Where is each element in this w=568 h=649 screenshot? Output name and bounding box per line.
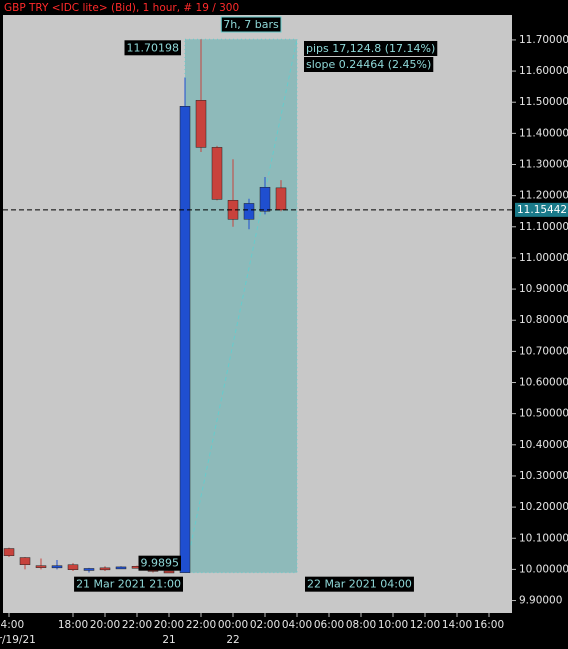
y-tick-label: 10.60000 xyxy=(519,377,568,389)
y-tick-label: 10.70000 xyxy=(519,345,568,357)
x-tick-label: 12:00 xyxy=(410,619,440,631)
candle-body xyxy=(99,567,111,571)
candle-body xyxy=(163,570,175,574)
x-tick-label: 22:00 xyxy=(186,619,216,631)
y-tick-label: 11.10000 xyxy=(519,221,568,233)
y-tick-label: 9.90000 xyxy=(519,595,562,607)
x-tick-label: 00:00 xyxy=(218,619,248,631)
x-date-label: 22 xyxy=(226,634,239,646)
y-tick-label: 10.40000 xyxy=(519,439,568,451)
y-tick-label: 11.60000 xyxy=(519,65,568,77)
x-tick-label: 20:00 xyxy=(154,619,184,631)
x-tick-label: 14:00 xyxy=(442,619,472,631)
x-date-label: Mar/19/21 xyxy=(0,634,36,646)
measure-start: 21 Mar 2021 21:00 xyxy=(76,578,181,591)
y-tick-label: 10.50000 xyxy=(519,408,568,420)
candle-body xyxy=(195,100,207,148)
x-tick-label: 20:00 xyxy=(90,619,120,631)
candle-body xyxy=(243,203,255,220)
measure-start-box xyxy=(74,576,183,592)
current-price-label-box xyxy=(515,202,568,217)
y-tick-label: 10.30000 xyxy=(519,470,568,482)
candle-body xyxy=(275,187,287,211)
y-tick-label: 11.40000 xyxy=(519,127,568,139)
current-price-label: 11.15442 xyxy=(517,204,567,216)
measure-duration: 7h, 7 bars xyxy=(223,18,279,31)
candle-body xyxy=(35,565,47,568)
x-tick-label: 22:00 xyxy=(122,619,152,631)
candle-body xyxy=(19,557,31,565)
x-tick-label: 16:00 xyxy=(474,619,504,631)
measure-duration-box xyxy=(220,16,282,33)
candle-body xyxy=(51,565,63,569)
chart-title: GBP TRY <IDC lite> (Bid), 1 hour, # 19 /… xyxy=(4,2,239,14)
x-tick-label: 06:00 xyxy=(314,619,344,631)
candle-body xyxy=(211,147,223,200)
candle-body xyxy=(179,106,191,573)
candle-body xyxy=(115,566,127,570)
measure-high-label-box xyxy=(124,40,181,56)
x-tick-label: 10:00 xyxy=(378,619,408,631)
candle-body xyxy=(259,186,271,212)
y-tick-label: 11.70000 xyxy=(519,34,568,46)
y-tick-label: 11.00000 xyxy=(519,252,568,264)
x-tick-label: 14:00 xyxy=(0,619,24,631)
y-tick-label: 11.30000 xyxy=(519,159,568,171)
candle-body xyxy=(67,564,79,570)
y-tick-label: 11.20000 xyxy=(519,190,568,202)
measure-pips-box xyxy=(304,41,438,56)
y-tick-label: 11.50000 xyxy=(519,96,568,108)
x-tick-label: 02:00 xyxy=(250,619,280,631)
measure-end: 22 Mar 2021 04:00 xyxy=(307,578,412,591)
x-date-label: 21 xyxy=(162,634,175,646)
x-tick-label: 18:00 xyxy=(58,619,88,631)
measure-pips: pips 17,124.8 (17.14%) xyxy=(306,42,435,55)
y-tick-label: 10.90000 xyxy=(519,283,568,295)
y-tick-label: 10.20000 xyxy=(519,501,568,513)
measure-low-label-box xyxy=(138,555,181,571)
measure-low-label: 9.9895 xyxy=(141,557,180,570)
measure-slope: slope 0.24464 (2.45%) xyxy=(306,58,431,71)
y-tick-label: 10.80000 xyxy=(519,314,568,326)
y-tick-label: 10.10000 xyxy=(519,532,568,544)
measure-end-box xyxy=(305,576,414,592)
x-tick-label: 04:00 xyxy=(282,619,312,631)
candle-body xyxy=(3,548,15,556)
y-tick-label: 10.00000 xyxy=(519,563,568,575)
candle-body xyxy=(83,568,95,571)
measure-slope-box xyxy=(304,57,434,72)
measure-high-label: 11.70198 xyxy=(127,41,180,54)
x-tick-label: 08:00 xyxy=(346,619,376,631)
